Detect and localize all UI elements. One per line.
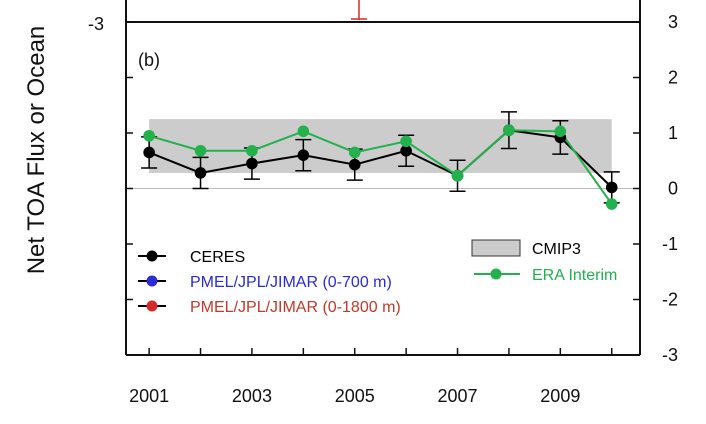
- series-1-point-1: [194, 144, 207, 157]
- legend-ceres-marker: [146, 250, 158, 262]
- series-0-point-4: [348, 158, 361, 171]
- tick-layer: 3 2 1 0 -1 -2 -3 2001 2003 2005 2007 2009: [126, 12, 678, 406]
- legend-ceres-label: CERES: [190, 249, 245, 266]
- y-tick-label-4: -1: [662, 234, 678, 254]
- upper-panel-remnant: -3: [88, 0, 641, 34]
- series-0-point-9: [605, 181, 618, 194]
- series-0-point-0: [143, 146, 155, 159]
- series-1-line: [148, 129, 613, 205]
- series-layer: [141, 111, 620, 210]
- series-0-point-3: [297, 149, 310, 161]
- series-0-line: [148, 129, 613, 189]
- y-tick-label-6: -3: [662, 345, 678, 365]
- series-1-point-6: [451, 169, 464, 182]
- series-1-point-2: [246, 144, 258, 157]
- legend-item-era: ERA Interim: [474, 267, 617, 284]
- series-1-point-7: [503, 124, 515, 137]
- x-tick-label-0: 2001: [129, 386, 169, 406]
- x-tick-label-3: 2007: [438, 386, 478, 406]
- y-tick-label-2: 1: [668, 123, 678, 143]
- legend-pmel-1800-marker: [146, 300, 158, 312]
- legend-item-ceres: CERES: [138, 249, 245, 266]
- legend-cmip3-label: CMIP3: [532, 241, 581, 258]
- legend-right: CMIP3 ERA Interim: [471, 239, 617, 284]
- x-tick-label-2: 2005: [335, 386, 375, 406]
- y-axis-label: Net TOA Flux or Ocean: [23, 26, 50, 275]
- series-1-point-0: [143, 129, 155, 142]
- legend-item-cmip3: CMIP3: [471, 239, 581, 258]
- x-tick-label-4: 2009: [540, 386, 580, 406]
- legend-pmel-1800-label: PMEL/JPL/JIMAR (0-1800 m): [190, 299, 401, 316]
- y-tick-label-3: 0: [668, 179, 678, 199]
- legend-left: CERES PMEL/JPL/JIMAR (0-700 m) PMEL/JPL/…: [138, 249, 401, 316]
- legend-item-pmel-1800: PMEL/JPL/JIMAR (0-1800 m): [138, 299, 401, 316]
- y-tick-label-5: -2: [662, 290, 678, 310]
- legend-pmel-700-marker: [146, 275, 158, 287]
- series-1-point-8: [554, 125, 567, 138]
- series-0-point-1: [194, 167, 207, 179]
- legend-item-pmel-700: PMEL/JPL/JIMAR (0-700 m): [138, 274, 392, 291]
- series-0-point-2: [246, 157, 258, 170]
- panel-label: (b): [138, 50, 160, 70]
- upper-left-ytick-label: -3: [88, 14, 104, 34]
- series-1-point-3: [297, 125, 310, 138]
- legend-era-label: ERA Interim: [532, 267, 617, 284]
- legend-pmel-700-label: PMEL/JPL/JIMAR (0-700 m): [190, 274, 392, 291]
- series-1-point-5: [400, 135, 412, 148]
- series-0-point-5: [400, 144, 412, 157]
- series-1-point-4: [348, 146, 361, 159]
- series-1-point-9: [605, 198, 618, 210]
- legend-cmip3-swatch: [471, 239, 521, 257]
- legend-era-marker: [490, 268, 502, 280]
- y-tick-label-0: 3: [668, 12, 678, 32]
- y-tick-label-1: 2: [668, 68, 678, 88]
- x-tick-label-1: 2003: [232, 386, 272, 406]
